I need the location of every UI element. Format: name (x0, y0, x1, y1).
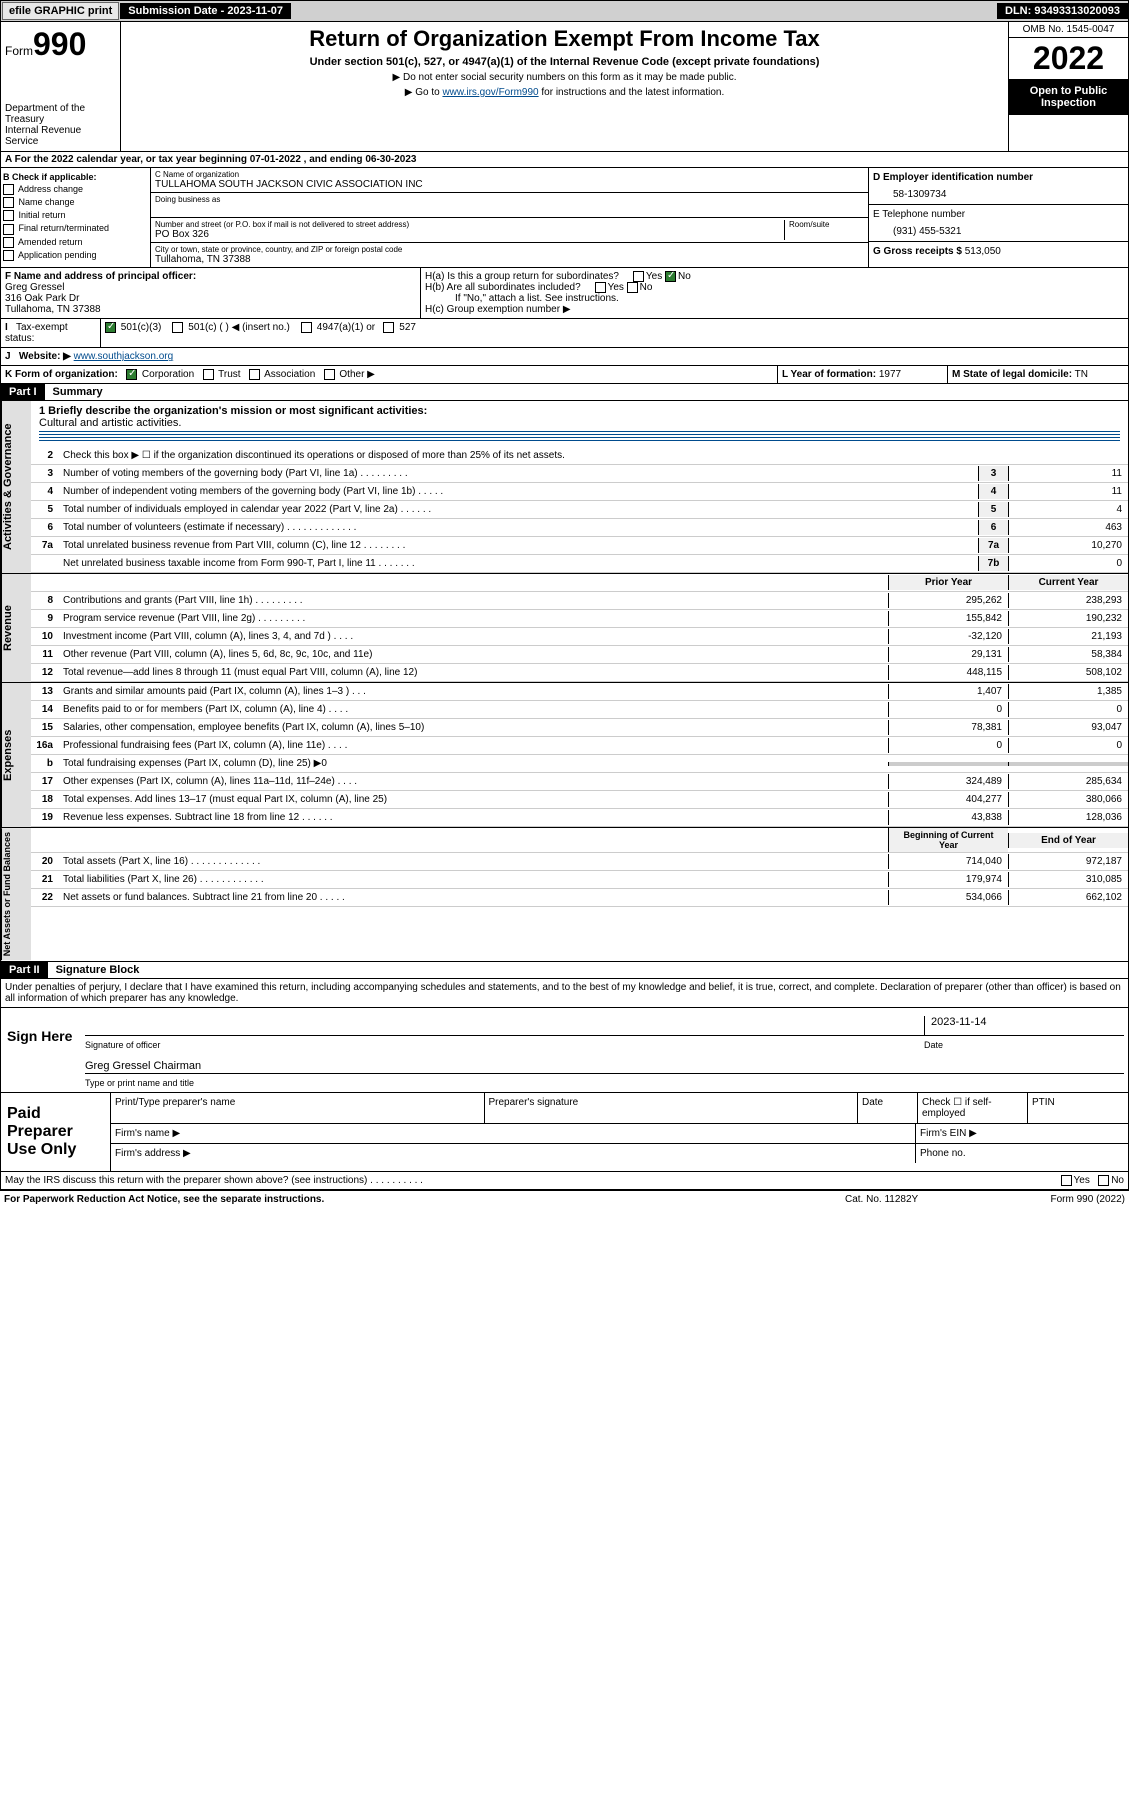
other-checkbox[interactable] (324, 369, 335, 380)
sign-date: 2023-11-14 (924, 1016, 1124, 1035)
part2-header: Part IISignature Block (0, 962, 1129, 979)
state-domicile: TN (1075, 369, 1088, 380)
ein: 58-1309734 (873, 183, 1124, 200)
topbar: efile GRAPHIC print Submission Date - 20… (0, 0, 1129, 22)
discuss-no-checkbox[interactable] (1098, 1175, 1109, 1186)
omb-number: OMB No. 1545-0047 (1009, 22, 1128, 38)
form-header: Form990 Department of the Treasury Inter… (0, 22, 1129, 152)
trust-checkbox[interactable] (203, 369, 214, 380)
section-b-d: B Check if applicable: Address change Na… (0, 168, 1129, 268)
col-d-ein-tel: D Employer identification number58-13097… (868, 168, 1128, 267)
discuss-row: May the IRS discuss this return with the… (0, 1172, 1129, 1190)
row-k-l-m: K Form of organization: Corporation Trus… (0, 366, 1129, 384)
527-checkbox[interactable] (383, 322, 394, 333)
mission-text: Cultural and artistic activities. (39, 417, 181, 429)
netassets-label: Net Assets or Fund Balances (1, 828, 31, 960)
officer-name: Greg Gressel (5, 282, 64, 293)
part1-header: Part ISummary (0, 384, 1129, 401)
form-title: Return of Organization Exempt From Incom… (125, 26, 1004, 52)
corp-checkbox[interactable] (126, 369, 137, 380)
netassets-section: Net Assets or Fund Balances Beginning of… (0, 828, 1129, 961)
row-i-tax-status: I Tax-exempt status: 501(c)(3) 501(c) ( … (0, 319, 1129, 348)
subtitle-2: ▶ Do not enter social security numbers o… (125, 72, 1004, 83)
expenses-label: Expenses (1, 683, 31, 827)
open-to-public: Open to Public Inspection (1009, 79, 1128, 115)
assoc-checkbox[interactable] (249, 369, 260, 380)
revenue-section: Revenue Prior YearCurrent Year 8Contribu… (0, 574, 1129, 683)
discuss-yes-checkbox[interactable] (1061, 1175, 1072, 1186)
perjury-text: Under penalties of perjury, I declare th… (0, 979, 1129, 1008)
governance-label: Activities & Governance (1, 401, 31, 573)
subtitle-1: Under section 501(c), 527, or 4947(a)(1)… (125, 56, 1004, 68)
row-f-h: F Name and address of principal officer:… (0, 268, 1129, 319)
ha-no-checkbox[interactable] (665, 271, 676, 282)
org-address: PO Box 326 (155, 229, 784, 240)
governance-section: Activities & Governance 1 Briefly descri… (0, 401, 1129, 574)
subtitle-3: ▶ Go to www.irs.gov/Form990 for instruct… (125, 87, 1004, 98)
colb-checkbox[interactable] (3, 210, 14, 221)
hb-no-checkbox[interactable] (627, 282, 638, 293)
4947-checkbox[interactable] (301, 322, 312, 333)
department: Department of the Treasury Internal Reve… (5, 103, 116, 147)
ha-yes-checkbox[interactable] (633, 271, 644, 282)
col-b-checkboxes: B Check if applicable: Address change Na… (1, 168, 151, 267)
revenue-label: Revenue (1, 574, 31, 682)
year-formation: 1977 (879, 369, 901, 380)
tax-year: 2022 (1009, 38, 1128, 79)
501c-checkbox[interactable] (172, 322, 183, 333)
colb-checkbox[interactable] (3, 224, 14, 235)
sign-here-section: Sign Here 2023-11-14 Signature of office… (0, 1008, 1129, 1093)
hb-yes-checkbox[interactable] (595, 282, 606, 293)
colb-checkbox[interactable] (3, 197, 14, 208)
col-c-org-info: C Name of organizationTULLAHOMA SOUTH JA… (151, 168, 868, 267)
org-city: Tullahoma, TN 37388 (155, 254, 864, 265)
form-number: Form990 (5, 26, 116, 63)
telephone: (931) 455-5321 (873, 220, 1124, 237)
submission-date: Submission Date - 2023-11-07 (120, 3, 291, 19)
page-footer: For Paperwork Reduction Act Notice, see … (0, 1190, 1129, 1208)
501c3-checkbox[interactable] (105, 322, 116, 333)
row-j-website: J Website: ▶ www.southjackson.org (0, 348, 1129, 366)
org-name: TULLAHOMA SOUTH JACKSON CIVIC ASSOCIATIO… (155, 179, 864, 190)
instructions-link[interactable]: www.irs.gov/Form990 (442, 87, 538, 98)
officer-sig-name: Greg Gressel Chairman (85, 1054, 1124, 1073)
row-a-tax-year: A For the 2022 calendar year, or tax yea… (0, 152, 1129, 168)
dln: DLN: 93493313020093 (997, 3, 1128, 19)
gross-receipts: 513,050 (965, 246, 1001, 257)
expenses-section: Expenses 13Grants and similar amounts pa… (0, 683, 1129, 828)
paid-preparer-section: Paid Preparer Use Only Print/Type prepar… (0, 1093, 1129, 1172)
colb-checkbox[interactable] (3, 184, 14, 195)
colb-checkbox[interactable] (3, 250, 14, 261)
website-link[interactable]: www.southjackson.org (74, 351, 174, 362)
colb-checkbox[interactable] (3, 237, 14, 248)
efile-button[interactable]: efile GRAPHIC print (2, 2, 119, 20)
